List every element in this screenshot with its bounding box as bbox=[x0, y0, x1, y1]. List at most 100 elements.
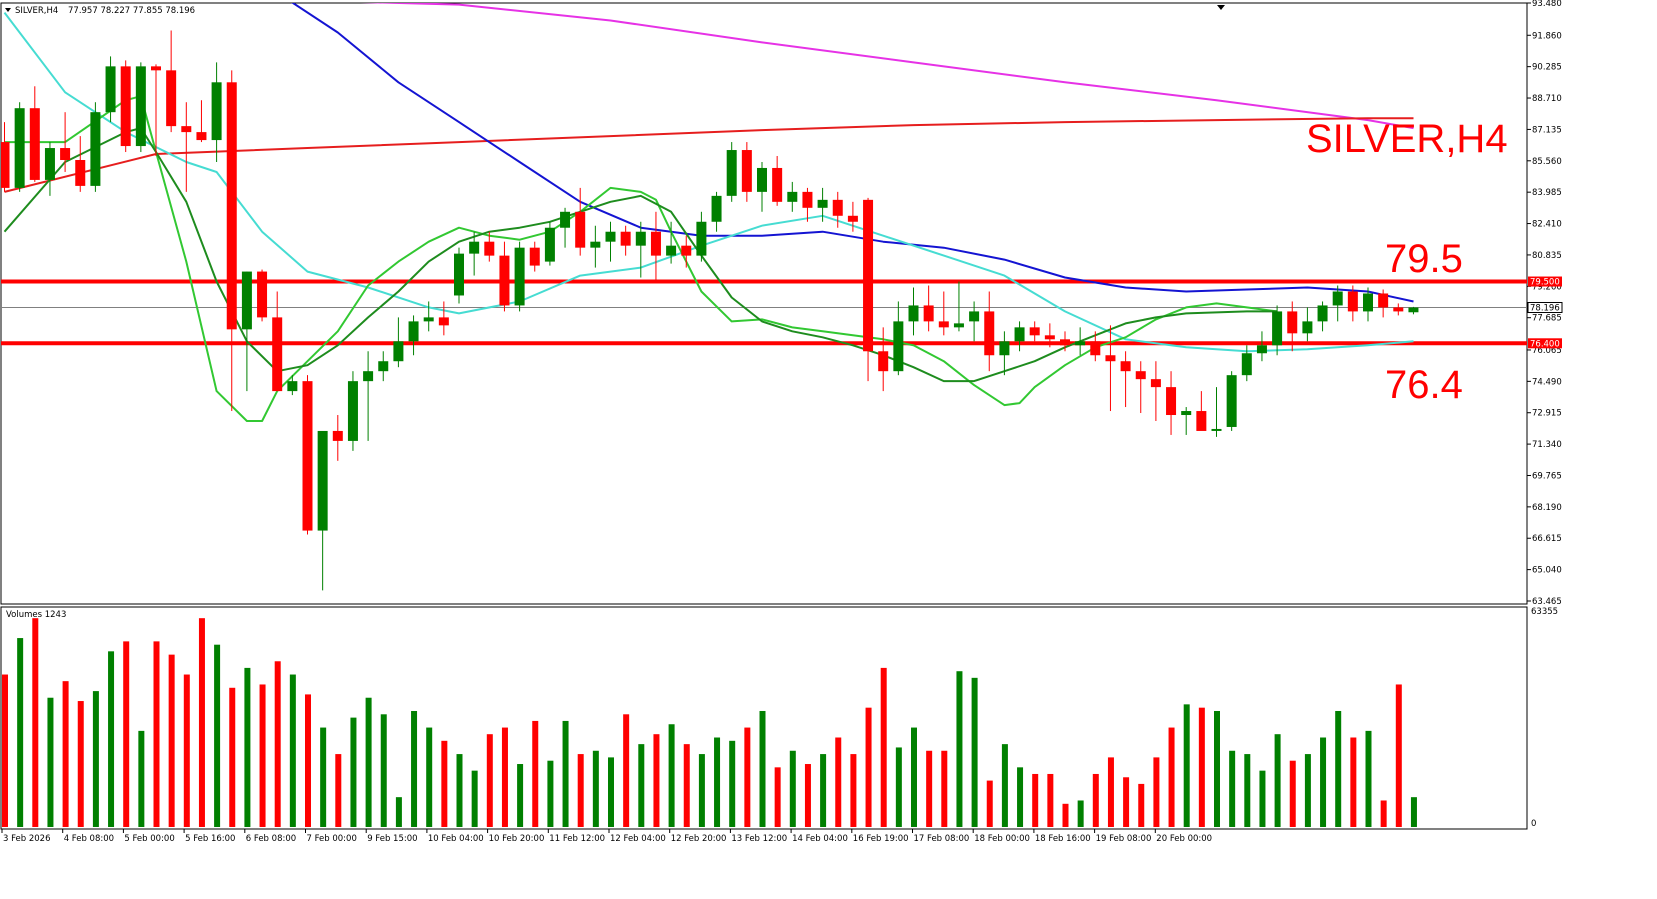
candle-body bbox=[378, 361, 389, 372]
volume-bar bbox=[229, 687, 236, 827]
candle-body bbox=[590, 241, 601, 248]
volume-bar bbox=[592, 750, 599, 827]
candle bbox=[499, 241, 510, 312]
candle bbox=[560, 207, 571, 248]
current-price-tag-label: 78.196 bbox=[1530, 304, 1560, 314]
candle-body bbox=[772, 167, 783, 202]
candle-body bbox=[120, 66, 131, 147]
y-tick-label: 80.835 bbox=[1532, 251, 1562, 261]
candle-body bbox=[438, 317, 449, 326]
volume-bar bbox=[1380, 800, 1387, 827]
candle bbox=[29, 86, 40, 182]
collapse-arrow-icon[interactable] bbox=[5, 8, 11, 12]
candle-body bbox=[408, 321, 419, 342]
candle bbox=[575, 187, 586, 256]
candle bbox=[1150, 361, 1161, 421]
candle bbox=[1120, 351, 1131, 408]
shift-marker-icon[interactable] bbox=[1217, 5, 1225, 10]
candle bbox=[1287, 301, 1298, 352]
candle-body bbox=[469, 241, 480, 254]
volume-bar bbox=[1123, 777, 1130, 827]
x-tick-label: 5 Feb 16:00 bbox=[185, 834, 235, 844]
volume-bar bbox=[183, 674, 190, 827]
candle-body bbox=[953, 323, 964, 328]
candle bbox=[1105, 325, 1116, 412]
volume-bar bbox=[1168, 727, 1175, 827]
candle bbox=[923, 285, 934, 332]
candle bbox=[893, 301, 904, 376]
candle-body bbox=[1211, 428, 1222, 431]
y-tick-label: 88.710 bbox=[1532, 94, 1562, 104]
candle bbox=[832, 191, 843, 228]
x-tick-label: 13 Feb 12:00 bbox=[731, 834, 787, 844]
candle-body bbox=[1256, 345, 1267, 354]
volume-bar bbox=[380, 714, 387, 827]
candle-body bbox=[60, 148, 71, 160]
candle bbox=[1317, 301, 1328, 332]
candle bbox=[1393, 303, 1404, 316]
candle bbox=[1181, 407, 1192, 435]
volume-bar bbox=[1304, 754, 1311, 827]
candle bbox=[1090, 331, 1101, 362]
y-tick-label: 87.135 bbox=[1532, 125, 1562, 135]
candle bbox=[681, 235, 692, 268]
candle bbox=[105, 56, 116, 123]
candle-body bbox=[863, 199, 874, 352]
volume-bar bbox=[1395, 684, 1402, 827]
candle bbox=[1241, 345, 1252, 382]
volume-bar bbox=[138, 730, 145, 827]
y-tick-label: 79.260 bbox=[1532, 282, 1562, 292]
candle-body bbox=[166, 70, 177, 127]
candle-body bbox=[257, 271, 268, 318]
volume-bar bbox=[350, 717, 357, 827]
volume-bar bbox=[77, 701, 84, 827]
volume-bar bbox=[1320, 737, 1327, 827]
volume-bar bbox=[971, 677, 978, 827]
y-tick-label: 66.615 bbox=[1532, 534, 1562, 544]
candle bbox=[272, 291, 283, 392]
volume-bar bbox=[986, 780, 993, 827]
candle-body bbox=[908, 305, 919, 322]
volume-bar bbox=[365, 697, 372, 827]
candle bbox=[1226, 371, 1237, 431]
candle-body bbox=[499, 255, 510, 306]
candle-body bbox=[847, 215, 858, 222]
volume-bar bbox=[911, 727, 917, 827]
x-tick-label: 18 Feb 16:00 bbox=[1035, 834, 1091, 844]
volume-bar bbox=[1365, 730, 1372, 827]
ohlc-label: 77.957 78.227 77.855 78.196 bbox=[68, 6, 195, 16]
candle bbox=[196, 100, 207, 143]
volume-bar bbox=[1138, 783, 1145, 827]
volume-bar bbox=[789, 750, 796, 827]
y-tick-label: 74.490 bbox=[1532, 377, 1562, 387]
candle bbox=[529, 241, 540, 272]
volume-bar bbox=[411, 710, 418, 827]
x-tick-label: 14 Feb 04:00 bbox=[792, 834, 848, 844]
candle-body bbox=[241, 271, 252, 330]
level-label-lower: 76.4 bbox=[1385, 363, 1463, 407]
candle-body bbox=[332, 430, 343, 441]
candle-body bbox=[575, 211, 586, 248]
candle-body bbox=[620, 231, 631, 246]
candle bbox=[1256, 331, 1267, 362]
candle-body bbox=[802, 191, 813, 208]
candle bbox=[1272, 305, 1283, 356]
candle bbox=[226, 70, 237, 412]
candle-body bbox=[1272, 311, 1283, 346]
candle-body bbox=[893, 321, 904, 372]
candle bbox=[317, 430, 328, 591]
candle bbox=[1, 122, 10, 192]
candle bbox=[666, 221, 677, 264]
candle-body bbox=[317, 430, 328, 531]
candle-body bbox=[787, 191, 798, 202]
volume-bar bbox=[1289, 760, 1296, 827]
candle-body bbox=[635, 231, 646, 246]
x-tick-label: 16 Feb 19:00 bbox=[853, 834, 909, 844]
volume-bar bbox=[1183, 704, 1190, 827]
candle-body bbox=[1196, 411, 1207, 431]
volume-bar bbox=[1001, 744, 1008, 827]
volume-max-label: 63355 bbox=[1531, 607, 1558, 617]
level-price-tag bbox=[1528, 338, 1562, 349]
candle-body bbox=[696, 221, 707, 256]
candle-body bbox=[1332, 291, 1343, 306]
